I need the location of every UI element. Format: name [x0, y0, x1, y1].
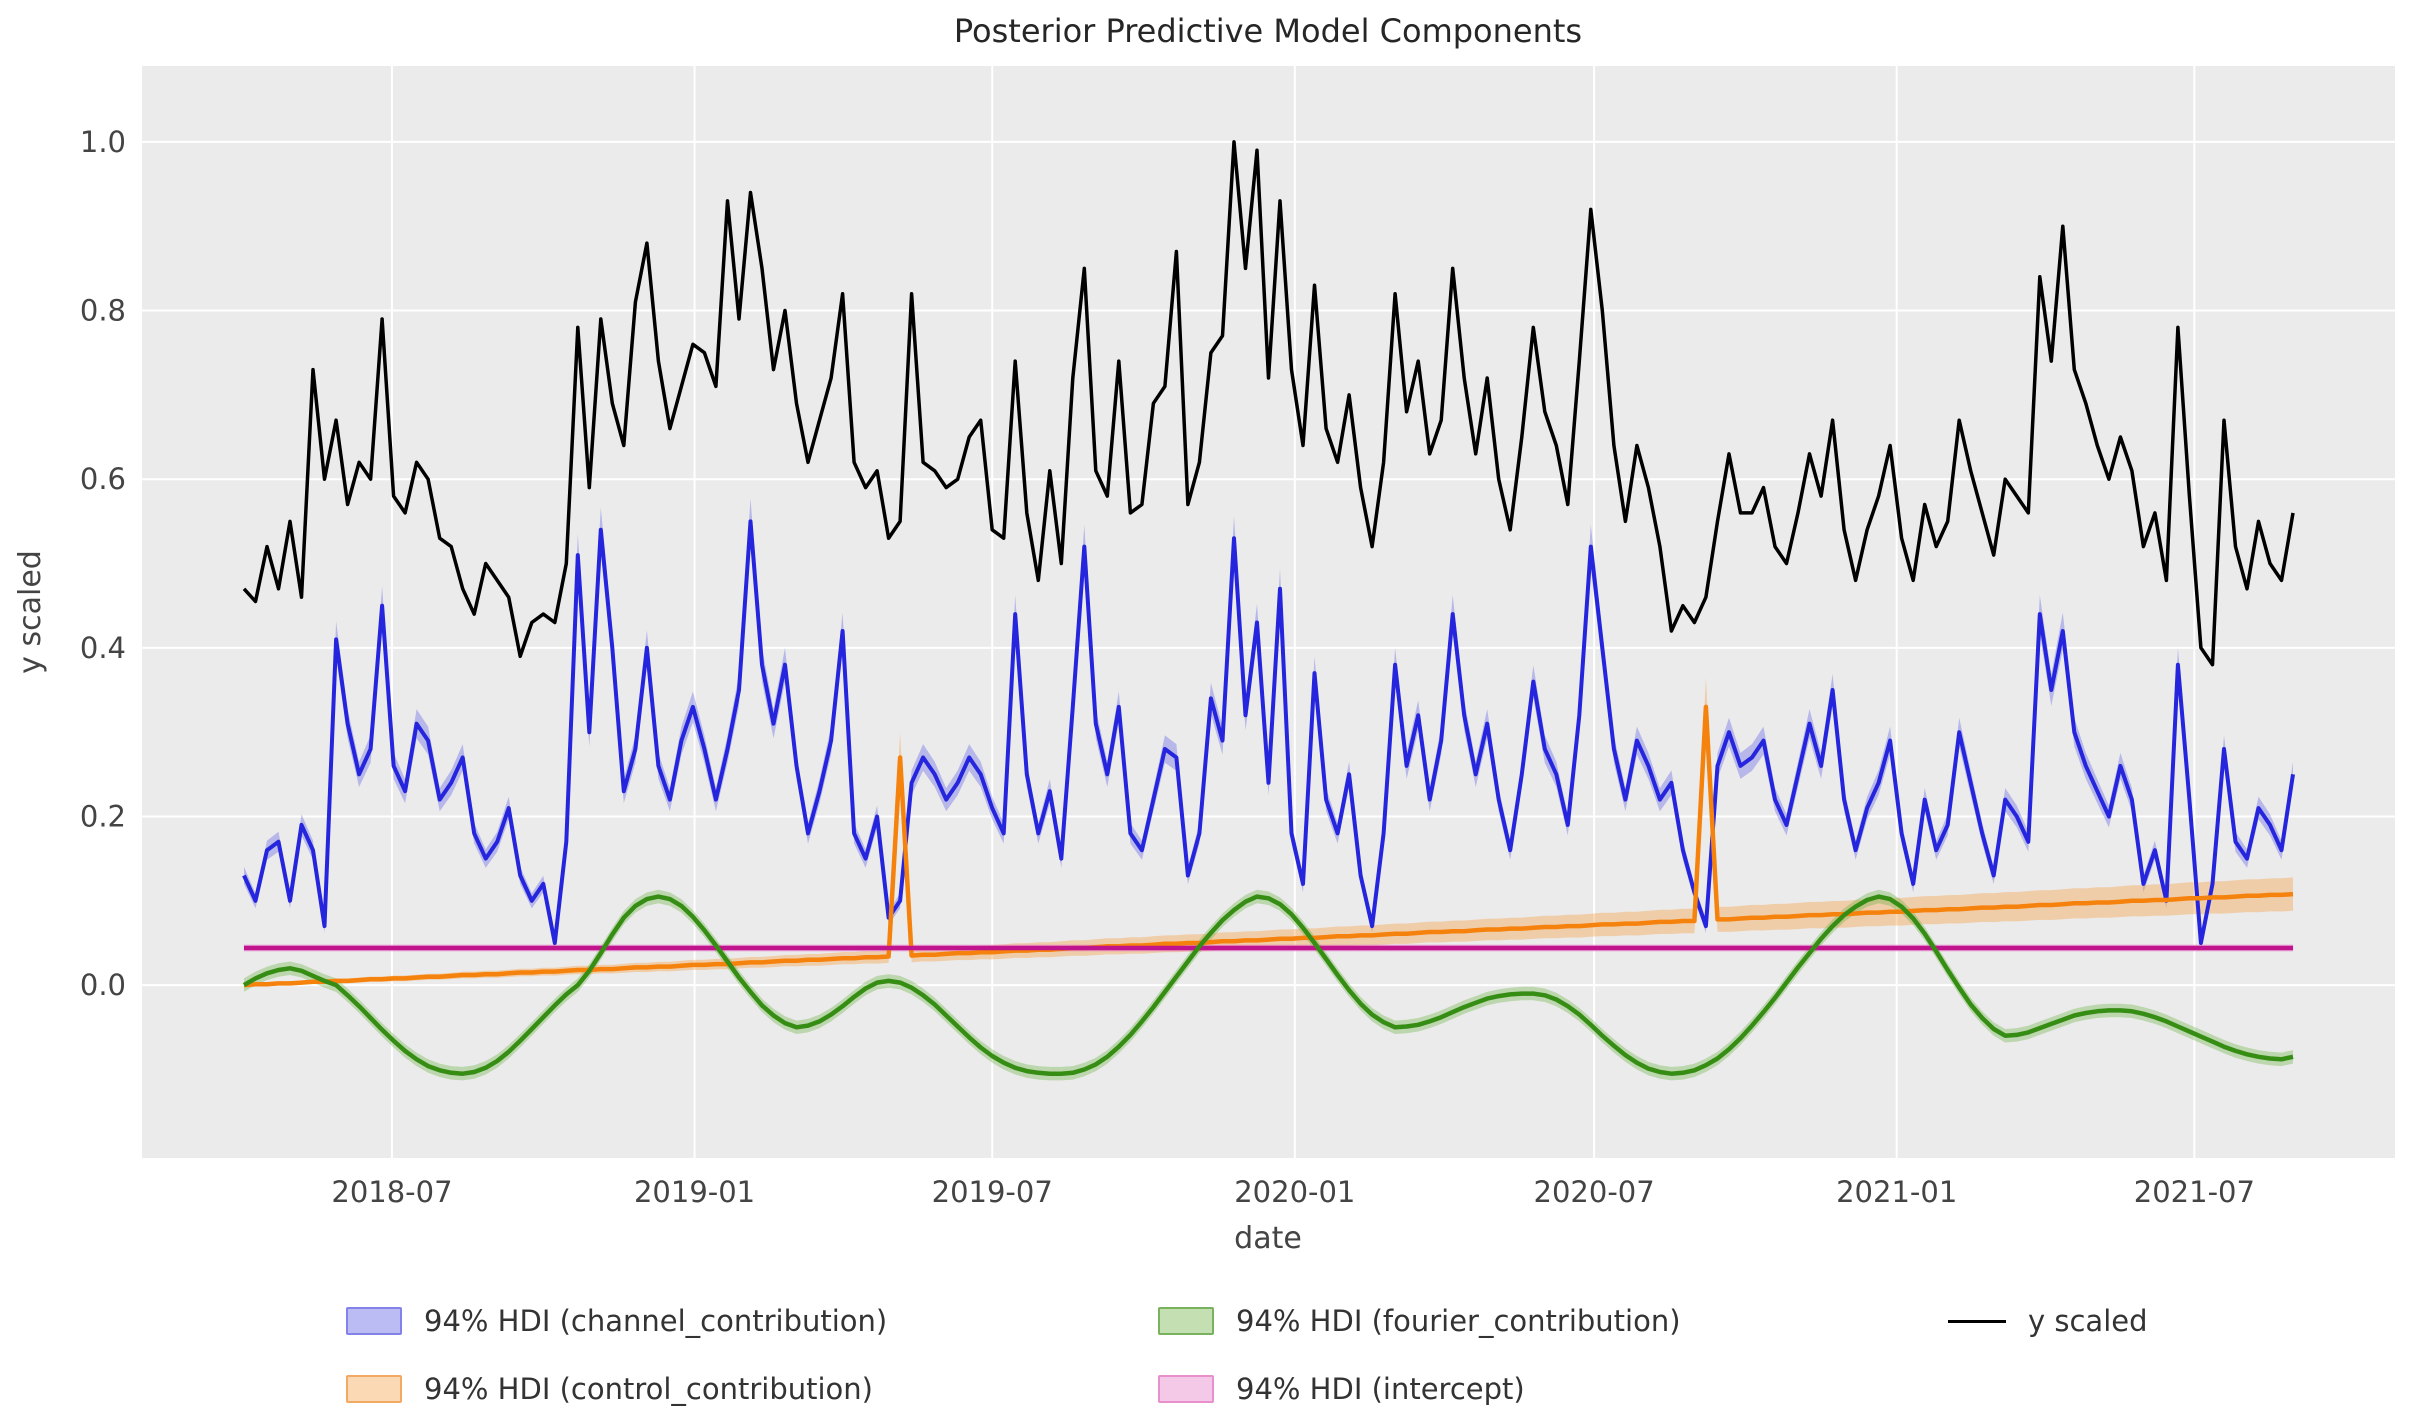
legend-item-control: 94% HDI (control_contribution) — [346, 1368, 887, 1410]
legend-item-fourier: 94% HDI (fourier_contribution) — [1158, 1300, 1681, 1342]
legend-column-2: 94% HDI (fourier_contribution) 94% HDI (… — [1158, 1300, 1681, 1410]
control-contribution-line — [243, 704, 2294, 988]
x-axis-label: date — [1234, 1221, 1302, 1256]
legend-label-fourier: 94% HDI (fourier_contribution) — [1236, 1304, 1681, 1338]
plot-background — [142, 66, 2395, 1158]
fourier-hdi-swatch-icon — [1158, 1307, 1214, 1335]
y-tick-label: 1.0 — [80, 125, 126, 159]
gridlines — [142, 66, 2395, 1158]
legend-label-y-scaled: y scaled — [2028, 1304, 2148, 1338]
channel-contribution-line — [242, 519, 2295, 945]
x-tick-label: 2020-01 — [1234, 1175, 1355, 1209]
legend-item-intercept: 94% HDI (intercept) — [1158, 1368, 1681, 1410]
x-tick-label: 2019-01 — [634, 1175, 755, 1209]
chart-title: Posterior Predictive Model Components — [954, 12, 1582, 50]
legend-label-control: 94% HDI (control_contribution) — [424, 1372, 873, 1406]
series-lines — [242, 140, 2295, 1076]
legend-label-channel: 94% HDI (channel_contribution) — [424, 1304, 888, 1338]
control-hdi-band — [244, 677, 2293, 987]
y-scaled-line-swatch-icon — [1948, 1319, 2006, 1323]
legend-column-3: y scaled — [1948, 1300, 2148, 1342]
y-axis-label: y scaled — [13, 550, 48, 674]
legend-column-1: 94% HDI (channel_contribution) 94% HDI (… — [346, 1300, 887, 1410]
x-axis-tick-labels: 2018-07 2019-01 2019-07 2020-01 2020-07 2021-… — [331, 1175, 2255, 1209]
y-scaled-line — [242, 140, 2295, 667]
intercept-hdi-swatch-icon — [1158, 1375, 1214, 1403]
y-tick-label: 0.0 — [80, 968, 126, 1002]
y-tick-label: 0.4 — [80, 631, 126, 665]
y-tick-label: 0.6 — [80, 462, 126, 496]
x-tick-label: 2021-07 — [2134, 1175, 2255, 1209]
x-tick-label: 2021-01 — [1836, 1175, 1957, 1209]
fourier-contribution-line — [242, 894, 2294, 1076]
control-hdi-swatch-icon — [346, 1375, 402, 1403]
x-tick-label: 2019-07 — [932, 1175, 1053, 1209]
legend-item-channel: 94% HDI (channel_contribution) — [346, 1300, 887, 1342]
y-axis-tick-labels: 0.0 0.2 0.4 0.6 0.8 1.0 — [80, 125, 126, 1002]
legend-item-y-scaled: y scaled — [1948, 1300, 2148, 1342]
x-tick-label: 2020-07 — [1534, 1175, 1655, 1209]
x-tick-label: 2018-07 — [331, 1175, 452, 1209]
channel-hdi-swatch-icon — [346, 1307, 402, 1335]
legend-label-intercept: 94% HDI (intercept) — [1236, 1372, 1525, 1406]
y-tick-label: 0.2 — [80, 799, 126, 833]
y-tick-label: 0.8 — [80, 294, 126, 328]
